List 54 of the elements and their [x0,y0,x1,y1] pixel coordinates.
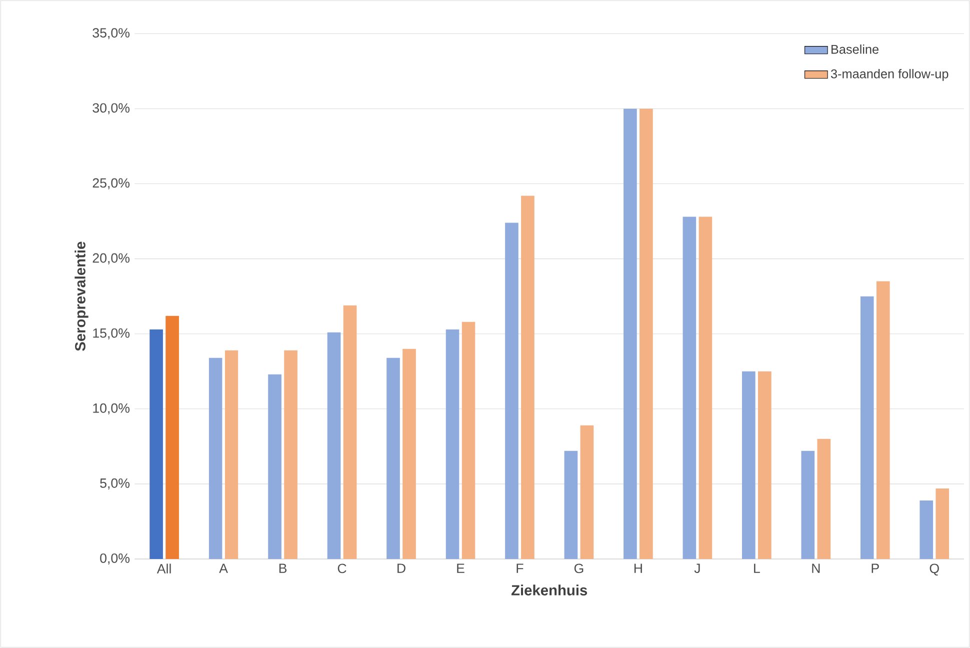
y-axis-title: Seroprevalentie [74,242,88,351]
y-tick-label: 5,0% [100,478,130,490]
bar [284,350,298,559]
legend-label: 3-maanden follow-up [830,69,948,81]
x-tick-label: H [634,564,642,573]
y-tick-label: 20,0% [92,253,130,264]
bar [343,305,357,559]
bar [268,374,282,559]
y-tick-label: 35,0% [92,28,130,40]
bar [505,222,518,559]
x-tick-label: D [398,564,406,573]
bar [580,425,594,559]
x-tick-label: N [812,564,820,573]
bar [624,108,637,559]
x-tick-label: Q [930,564,939,576]
bar [564,450,578,559]
x-tick-label: L [754,564,760,573]
bar [150,329,163,559]
bar [920,500,934,559]
y-tick-label: 30,0% [92,103,130,114]
bar [682,216,696,559]
bar [860,296,874,559]
bar [698,216,712,559]
bar [327,332,341,559]
y-tick-label: 25,0% [92,178,130,190]
x-tick-label: G [574,564,584,574]
bar [521,196,534,559]
x-tick-label: C [338,564,346,574]
x-tick-label: B [279,564,287,573]
bar [876,281,890,559]
bar [817,438,831,559]
bar [446,329,460,559]
x-tick-label: P [872,564,879,573]
y-tick-label: 15,0% [93,328,130,340]
bar [166,316,179,559]
x-tick-label: A [219,564,228,573]
bar [758,371,772,559]
x-tick-label: All [156,564,171,574]
bar [386,358,400,559]
x-tick-label: E [457,564,464,573]
bar [402,348,416,559]
bar [936,488,950,559]
bar [208,358,222,559]
bar [742,371,756,559]
bar [224,350,238,559]
y-tick-label: 10,0% [93,403,130,414]
x-axis-title: Ziekenhuis [511,584,588,596]
legend-label: Baseline [832,44,879,54]
x-tick-label: J [694,564,700,573]
bar [640,108,653,559]
x-tick-label: F [516,564,524,573]
y-tick-label: 0,0% [100,553,130,564]
bar [801,450,815,559]
bar [462,322,476,559]
